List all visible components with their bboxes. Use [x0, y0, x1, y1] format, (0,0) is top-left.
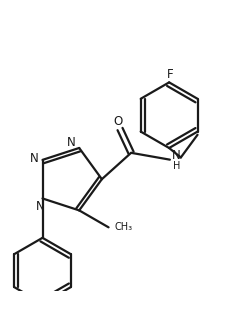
Text: N: N [29, 152, 38, 165]
Text: N: N [172, 149, 181, 162]
Text: N: N [35, 200, 44, 213]
Text: H: H [173, 161, 180, 171]
Text: F: F [167, 68, 174, 81]
Text: O: O [113, 116, 122, 128]
Text: CH₃: CH₃ [114, 222, 132, 232]
Text: N: N [67, 136, 76, 149]
